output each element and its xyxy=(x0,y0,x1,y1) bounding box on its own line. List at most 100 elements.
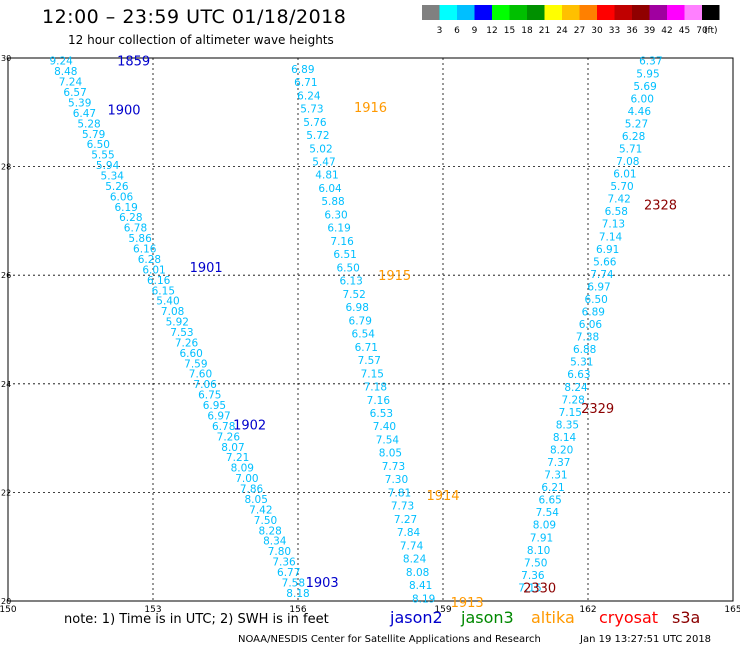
colorbar-swatch xyxy=(544,5,562,20)
mission-legend-s3a: s3a xyxy=(672,608,701,627)
colorbar-unit-label: (ft) xyxy=(704,26,718,36)
pass-time-label: 1901 xyxy=(190,261,223,276)
colorbar-tick-label: 36 xyxy=(626,26,638,36)
wave-height-value: 6.37 xyxy=(639,56,662,68)
pass-time-label: 1903 xyxy=(306,576,339,591)
wave-height-value: 7.18 xyxy=(364,382,387,394)
pass-time-label: 1914 xyxy=(426,489,459,504)
colorbar-swatch xyxy=(492,5,510,20)
colorbar-tick-label: 39 xyxy=(644,26,656,36)
wave-height-value: 7.14 xyxy=(599,231,623,243)
pass-time-label: 1915 xyxy=(378,269,411,284)
wave-height-value: 8.09 xyxy=(533,520,556,532)
pass-time-label: 1913 xyxy=(451,596,484,611)
wave-height-value: 8.41 xyxy=(409,580,432,592)
wave-height-value: 8.18 xyxy=(286,588,309,600)
colorbar-swatch xyxy=(422,5,440,20)
wave-height-value: 8.28 xyxy=(258,525,281,537)
x-tick-label: 153 xyxy=(144,605,161,615)
wave-height-value: 8.10 xyxy=(527,545,550,557)
colorbar-tick-label: 27 xyxy=(574,26,585,36)
credit-line: NOAA/NESDIS Center for Satellite Applica… xyxy=(238,634,541,645)
wave-height-value: 6.57 xyxy=(63,87,86,99)
wave-height-value: 6.06 xyxy=(579,319,603,331)
mission-legend-altika: altika xyxy=(531,608,575,627)
wave-height-value: 6.50 xyxy=(87,139,110,151)
x-tick-label: 162 xyxy=(579,605,596,615)
colorbar-tick-label: 45 xyxy=(679,26,690,36)
map-subtitle: 12 hour collection of altimeter wave hei… xyxy=(68,33,334,47)
wave-height-value: 6.77 xyxy=(277,567,300,579)
wave-height-value: 6.79 xyxy=(349,315,372,327)
wave-height-value: 7.57 xyxy=(358,355,381,367)
wave-height-value: 7.08 xyxy=(161,306,184,318)
wave-height-value: 5.94 xyxy=(96,160,120,172)
colorbar-swatch xyxy=(667,5,685,20)
colorbar-tick-label: 3 xyxy=(437,26,443,36)
wave-height-value: 6.16 xyxy=(133,244,157,256)
mission-legend-cryosat: cryosat xyxy=(599,608,659,627)
wave-height-value: 6.71 xyxy=(294,77,317,89)
wave-height-value: 5.28 xyxy=(77,118,100,130)
wave-height-value: 6.89 xyxy=(291,64,314,76)
wave-height-value: 7.58 xyxy=(282,577,305,589)
wave-height-value: 8.14 xyxy=(553,432,577,444)
wave-height-value: 6.16 xyxy=(147,275,171,287)
altimeter-tracks: 9.248.487.246.575.396.475.285.796.505.55… xyxy=(49,56,662,606)
wave-height-value: 6.01 xyxy=(613,169,636,181)
colorbar-swatch xyxy=(562,5,580,20)
wave-height-value: 5.26 xyxy=(105,181,129,193)
wave-height-value: 5.70 xyxy=(610,181,633,193)
wave-height-value: 7.21 xyxy=(226,452,249,464)
wave-height-value: 6.95 xyxy=(203,400,226,412)
wave-height-value: 6.50 xyxy=(584,294,607,306)
wave-height-value: 7.16 xyxy=(367,395,391,407)
colorbar-tick-label: 42 xyxy=(661,26,672,36)
wave-height-value: 5.34 xyxy=(101,170,125,182)
wave-height-value: 7.31 xyxy=(544,470,567,482)
wave-height-value: 5.72 xyxy=(306,130,329,142)
colorbar-swatch xyxy=(684,5,702,20)
wave-height-value: 6.58 xyxy=(605,206,628,218)
wave-height-value: 7.80 xyxy=(268,546,291,558)
mission-legend-jason3: jason3 xyxy=(461,608,514,627)
wave-height-value: 7.27 xyxy=(394,514,417,526)
wave-height-value: 5.86 xyxy=(128,233,152,245)
colorbar-swatch xyxy=(632,5,650,20)
pass-time-label: 1900 xyxy=(107,104,140,119)
wave-height-value: 8.24 xyxy=(564,382,588,394)
wave-height-value: 5.73 xyxy=(300,104,323,116)
wave-height-value: 5.55 xyxy=(91,150,114,162)
wave-height-value: 6.88 xyxy=(573,344,596,356)
wave-height-value: 6.21 xyxy=(541,482,564,494)
x-tick-label: 150 xyxy=(0,605,17,615)
wave-height-value: 6.54 xyxy=(352,329,376,341)
colorbar-tick-label: 6 xyxy=(454,26,460,36)
wave-height-value: 7.84 xyxy=(397,527,421,539)
wave-height-value: 7.15 xyxy=(361,368,384,380)
wave-height-value: 6.28 xyxy=(622,131,645,143)
colorbar-tick-label: 9 xyxy=(472,26,478,36)
wave-height-value: 6.01 xyxy=(142,264,165,276)
wave-height-value: 7.00 xyxy=(235,473,258,485)
wave-height-value: 7.73 xyxy=(391,501,414,513)
wave-height-value: 7.74 xyxy=(400,540,424,552)
y-tick-label: 20 xyxy=(1,597,11,606)
colorbar-tick-label: 33 xyxy=(609,26,620,36)
wave-height-value: 7.28 xyxy=(561,394,584,406)
wave-height-value: 7.26 xyxy=(217,431,241,443)
wave-height-value: 7.59 xyxy=(184,358,207,370)
wave-height-value: 7.36 xyxy=(521,570,545,582)
wave-height-value: 7.13 xyxy=(602,219,625,231)
wave-height-value: 4.46 xyxy=(628,106,652,118)
wave-height-value: 5.47 xyxy=(312,157,335,169)
wave-height-value: 7.60 xyxy=(189,369,212,381)
colorbar-tick-label: 18 xyxy=(521,26,533,36)
wave-height-value: 8.48 xyxy=(54,66,77,78)
wave-height-value: 5.92 xyxy=(166,317,189,329)
wave-height-value: 7.54 xyxy=(376,434,400,446)
colorbar-swatch xyxy=(649,5,667,20)
wave-height-value: 7.38 xyxy=(576,332,599,344)
wave-height-value: 5.88 xyxy=(321,196,344,208)
wave-height-value: 6.47 xyxy=(73,108,96,120)
